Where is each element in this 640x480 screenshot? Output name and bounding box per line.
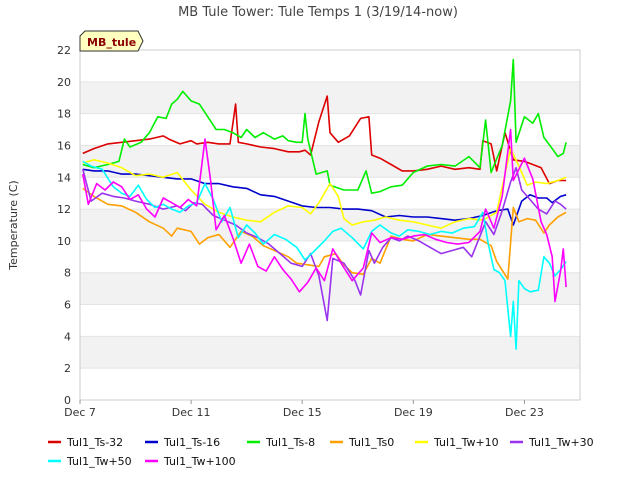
grid-band <box>80 145 580 178</box>
y-tick-label: 4 <box>64 330 71 343</box>
series-lines <box>82 58 567 350</box>
legend-label: Tul1_Tw+30 <box>528 436 594 449</box>
grid-band <box>80 368 580 400</box>
legend-item: Tul1_Tw+50 <box>48 455 132 468</box>
legend-label: Tul1_Tw+100 <box>163 455 236 468</box>
legend-item: Tul1_Ts-32 <box>48 436 123 449</box>
grid-band <box>80 336 580 369</box>
y-tick-labels: 0 2 4 6 8 10 12 14 16 18 20 22 <box>57 44 71 407</box>
y-tick-label: 14 <box>57 171 71 184</box>
series-line-tul1-tw-50 <box>82 160 567 350</box>
grid-band <box>80 50 580 82</box>
y-tick-label: 2 <box>64 362 71 375</box>
chart-title: MB Tule Tower: Tule Temps 1 (3/19/14-now… <box>178 5 458 20</box>
grid-band <box>80 304 580 337</box>
plot-area-border <box>79 49 581 401</box>
y-tick-label: 0 <box>64 394 71 407</box>
legend-item: Tul1_Tw+10 <box>415 436 499 449</box>
badge-box <box>79 30 144 52</box>
y-tick-label: 22 <box>57 44 71 57</box>
legend-label: Tul1_Ts0 <box>348 436 394 449</box>
legend-label: Tul1_Ts-32 <box>66 436 123 449</box>
series-line-tul1-tw-30 <box>82 166 567 322</box>
legend: Tul1_Ts-32 Tul1_Ts-16 Tul1_Ts-8 Tul1_Ts0 Tul… <box>48 436 594 468</box>
legend-item: Tul1_Ts0 <box>330 436 394 449</box>
y-tick-label: 18 <box>57 108 71 121</box>
y-tick-label: 20 <box>57 76 71 89</box>
badge-label: MB_tule <box>87 36 136 49</box>
y-tick-label: 8 <box>64 267 71 280</box>
legend-label: Tul1_Ts-16 <box>163 436 220 449</box>
legend-item: Tul1_Tw+100 <box>145 455 236 468</box>
x-tick-label: Dec 19 <box>394 406 433 419</box>
y-tick-label: 6 <box>64 299 71 312</box>
series-line-tul1-ts-8 <box>82 58 567 194</box>
legend-label: Tul1_Tw+10 <box>433 436 499 449</box>
x-tick-labels: Dec 7 Dec 11 Dec 15 Dec 19 Dec 23 <box>64 400 544 419</box>
legend-label: Tul1_Ts-8 <box>265 436 315 449</box>
y-tick-label: 16 <box>57 139 71 152</box>
legend-label: Tul1_Tw+50 <box>66 455 132 468</box>
y-tick-label: 12 <box>57 203 71 216</box>
x-tick-label: Dec 15 <box>283 406 322 419</box>
x-tick-label: Dec 11 <box>172 406 211 419</box>
x-tick-label: Dec 23 <box>505 406 544 419</box>
series-line-tul1-tw-10 <box>82 147 567 229</box>
legend-item: Tul1_Ts-8 <box>247 436 315 449</box>
legend-item: Tul1_Ts-16 <box>145 436 220 449</box>
badge: MB_tule <box>79 30 144 52</box>
y-axis-label: Temperature (C) <box>7 180 20 270</box>
series-line-tul1-ts0 <box>82 187 567 280</box>
series-line-tul1-ts-16 <box>82 168 567 226</box>
grid-band <box>80 81 580 114</box>
x-tick-label: Dec 7 <box>64 406 96 419</box>
series-line-tul1-tw-100 <box>82 128 567 303</box>
y-tick-label: 10 <box>57 235 71 248</box>
legend-item: Tul1_Tw+30 <box>510 436 594 449</box>
